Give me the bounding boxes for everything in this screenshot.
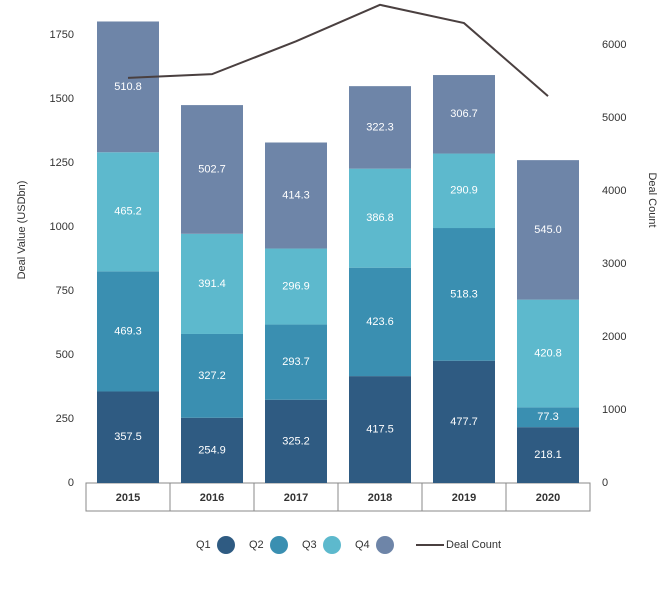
legend-label: Q1	[196, 539, 211, 551]
deal-count-line	[127, 3, 549, 97]
y-tick-label: 1250	[50, 157, 74, 169]
data-label: 293.7	[282, 356, 310, 368]
data-label: 325.2	[282, 435, 310, 447]
data-label: 254.9	[198, 444, 226, 456]
y2-tick-label: 6000	[602, 39, 626, 51]
y-tick-label: 1500	[50, 93, 74, 105]
data-label: 423.6	[366, 316, 394, 328]
y2-axis-title: Deal Count	[646, 172, 658, 227]
data-label: 290.9	[450, 185, 478, 197]
data-label: 322.3	[366, 121, 394, 133]
bar-segment	[97, 152, 159, 272]
x-tick-label: 2016	[200, 492, 224, 504]
bar-segment	[433, 228, 495, 361]
bar-segment	[265, 324, 327, 400]
data-label: 306.7	[450, 108, 478, 120]
y-tick-label: 250	[56, 413, 74, 425]
legend-swatch	[270, 536, 288, 554]
data-label: 296.9	[282, 280, 310, 292]
y2-tick-label: 2000	[602, 331, 626, 343]
y2-tick-label: 5000	[602, 112, 626, 124]
bar-segment	[517, 299, 579, 408]
bar-segment	[181, 333, 243, 418]
data-label: 77.3	[537, 411, 558, 423]
data-label: 518.3	[450, 288, 478, 300]
y-tick-label: 750	[56, 285, 74, 297]
legend-label: Q4	[355, 539, 370, 551]
bar-segment	[433, 360, 495, 483]
bar-segment	[349, 86, 411, 169]
bar-segment	[97, 391, 159, 483]
legend-label: Q3	[302, 539, 317, 551]
legend-label: Deal Count	[446, 539, 501, 551]
data-label: 465.2	[114, 206, 142, 218]
y2-tick-label: 1000	[602, 404, 626, 416]
data-label: 386.8	[366, 212, 394, 224]
bar-segment	[181, 105, 243, 234]
data-label: 414.3	[282, 189, 310, 201]
x-tick-label: 2017	[284, 492, 308, 504]
data-label: 391.4	[198, 278, 226, 290]
data-label: 477.7	[450, 416, 478, 428]
y2-tick-label: 4000	[602, 185, 626, 197]
data-label: 510.8	[114, 81, 142, 93]
y-tick-label: 0	[68, 477, 74, 489]
x-tick-label: 2018	[368, 492, 392, 504]
bar-segment	[349, 168, 411, 268]
bar-segment	[517, 160, 579, 300]
y2-tick-label: 3000	[602, 258, 626, 270]
bar-segment	[433, 75, 495, 154]
legend-swatch	[323, 536, 341, 554]
bar-segment	[433, 153, 495, 229]
bar-segment	[181, 417, 243, 483]
data-label: 502.7	[198, 163, 226, 175]
data-label: 327.2	[198, 370, 226, 382]
data-label: 469.3	[114, 325, 142, 337]
bar-segment	[517, 427, 579, 483]
y-tick-label: 1750	[50, 29, 74, 41]
x-tick-label: 2015	[116, 492, 140, 504]
legend-label: Q2	[249, 539, 264, 551]
y-tick-label: 500	[56, 349, 74, 361]
y-tick-label: 1000	[50, 221, 74, 233]
x-tick-label: 2020	[536, 492, 560, 504]
bar-segment	[97, 21, 159, 153]
y2-tick-label: 0	[602, 477, 608, 489]
data-label: 357.5	[114, 431, 142, 443]
bar-segment	[265, 248, 327, 325]
data-label: 420.8	[534, 347, 562, 359]
data-label: 218.1	[534, 449, 562, 461]
bar-segment	[349, 376, 411, 483]
bar-segment	[265, 399, 327, 483]
bar-segment	[97, 271, 159, 392]
y-axis-title: Deal Value (USDbn)	[16, 181, 28, 280]
bar-segment	[265, 142, 327, 249]
data-label: 417.5	[366, 423, 394, 435]
bar-segment	[349, 267, 411, 377]
legend-swatch	[376, 536, 394, 554]
data-label: 545.0	[534, 224, 562, 236]
x-tick-label: 2019	[452, 492, 476, 504]
bar-segment	[181, 233, 243, 334]
legend-swatch	[217, 536, 235, 554]
bar-segment	[517, 407, 579, 428]
